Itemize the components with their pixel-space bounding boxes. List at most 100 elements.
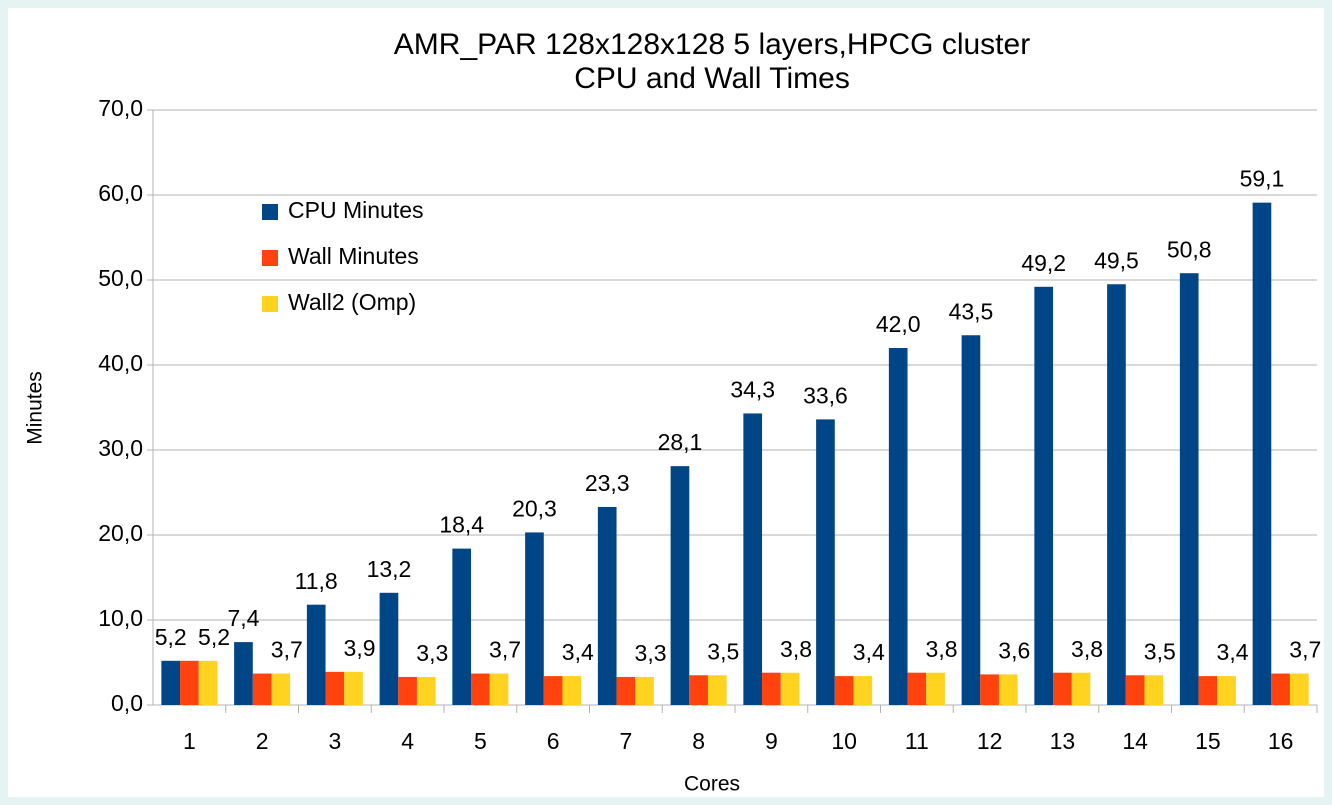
x-axis-title: Cores xyxy=(684,773,740,796)
bar xyxy=(1271,673,1290,705)
y-axis-title: Minutes xyxy=(24,371,47,445)
bar xyxy=(961,335,981,705)
bar xyxy=(1144,675,1164,705)
bar xyxy=(344,671,363,705)
x-tick-label: 3 xyxy=(328,728,341,754)
x-tick-label: 2 xyxy=(256,728,269,754)
bar xyxy=(635,676,654,705)
data-label: 3,4 xyxy=(562,639,594,665)
data-label: 3,9 xyxy=(344,635,376,661)
bar xyxy=(525,532,544,705)
legend-swatch xyxy=(262,296,278,312)
bar xyxy=(743,413,763,705)
bar xyxy=(1198,676,1218,705)
legend-swatch xyxy=(262,250,278,266)
bar xyxy=(161,660,181,705)
bar xyxy=(416,676,436,705)
data-label: 20,3 xyxy=(512,496,557,522)
bar xyxy=(398,676,417,705)
x-tick-label: 8 xyxy=(692,728,705,754)
data-label: 50,8 xyxy=(1167,236,1212,262)
bar xyxy=(616,676,636,705)
bar xyxy=(543,676,563,705)
data-label: 3,7 xyxy=(1289,637,1321,663)
bar xyxy=(816,419,835,705)
data-label: 34,3 xyxy=(730,377,775,403)
x-tick-label: 14 xyxy=(1122,728,1148,754)
bar xyxy=(907,672,927,705)
bar xyxy=(926,672,945,705)
bar xyxy=(1252,202,1272,705)
data-label: 3,5 xyxy=(1144,638,1176,664)
bar xyxy=(1217,676,1236,705)
x-tick-label: 13 xyxy=(1050,728,1076,754)
y-tick-label: 10,0 xyxy=(98,605,143,631)
data-label: 3,8 xyxy=(926,636,958,662)
data-label: 3,6 xyxy=(998,637,1030,663)
chart-background xyxy=(8,8,1324,797)
data-label: 7,4 xyxy=(227,605,259,631)
x-tick-label: 11 xyxy=(905,728,929,754)
x-tick-label: 7 xyxy=(619,728,632,754)
data-label: 23,3 xyxy=(585,470,630,496)
data-label: 33,6 xyxy=(803,382,848,408)
bar xyxy=(834,676,854,705)
data-label: 5,2 xyxy=(198,624,230,650)
data-label: 3,4 xyxy=(1217,639,1249,665)
bar xyxy=(597,506,617,705)
x-tick-label: 1 xyxy=(183,728,196,754)
legend-swatch xyxy=(262,204,278,220)
x-tick-label: 5 xyxy=(474,728,487,754)
data-label: 43,5 xyxy=(949,298,994,324)
bar xyxy=(998,674,1018,705)
bar xyxy=(762,672,781,705)
data-label: 28,1 xyxy=(658,429,703,455)
data-label: 18,4 xyxy=(439,512,484,538)
bar xyxy=(1053,672,1072,705)
bar xyxy=(1289,673,1309,705)
bar xyxy=(888,348,908,705)
bar xyxy=(707,675,727,705)
x-tick-label: 10 xyxy=(831,728,857,754)
bar xyxy=(1179,273,1199,705)
chart-title: AMR_PAR 128x128x128 5 layers,HPCG cluste… xyxy=(394,28,1030,61)
bar xyxy=(252,673,272,705)
data-label: 11,8 xyxy=(295,568,338,594)
legend-label: Wall2 (Omp) xyxy=(288,289,416,315)
bar xyxy=(1071,672,1091,705)
legend-label: Wall Minutes xyxy=(288,243,419,269)
data-label: 3,5 xyxy=(707,638,739,664)
bar xyxy=(562,676,582,705)
data-label: 3,3 xyxy=(416,640,448,666)
data-label: 13,2 xyxy=(367,556,412,582)
data-label: 59,1 xyxy=(1240,166,1285,192)
bar xyxy=(1125,675,1145,705)
bar xyxy=(780,672,800,705)
x-tick-label: 6 xyxy=(547,728,560,754)
bar xyxy=(306,604,326,705)
bar xyxy=(471,673,490,705)
bar xyxy=(980,674,999,705)
data-label: 49,2 xyxy=(1021,250,1066,276)
y-tick-label: 0,0 xyxy=(111,690,143,716)
data-label: 49,5 xyxy=(1094,247,1139,273)
data-label: 5,2 xyxy=(155,624,187,650)
bar xyxy=(1107,284,1126,705)
bar xyxy=(853,676,873,705)
data-label: 3,4 xyxy=(853,639,885,665)
legend-label: CPU Minutes xyxy=(288,197,423,223)
data-label: 3,8 xyxy=(780,636,812,662)
bar xyxy=(234,642,253,705)
data-label: 3,7 xyxy=(489,637,521,663)
y-tick-label: 70,0 xyxy=(98,95,143,121)
y-tick-label: 50,0 xyxy=(98,265,143,291)
bar xyxy=(198,660,218,705)
data-label: 42,0 xyxy=(876,311,921,337)
chart-subtitle: CPU and Wall Times xyxy=(574,62,850,95)
bar xyxy=(689,675,708,705)
data-label: 3,7 xyxy=(271,637,303,663)
x-tick-label: 9 xyxy=(765,728,778,754)
bar xyxy=(325,671,345,705)
bar xyxy=(670,466,690,705)
